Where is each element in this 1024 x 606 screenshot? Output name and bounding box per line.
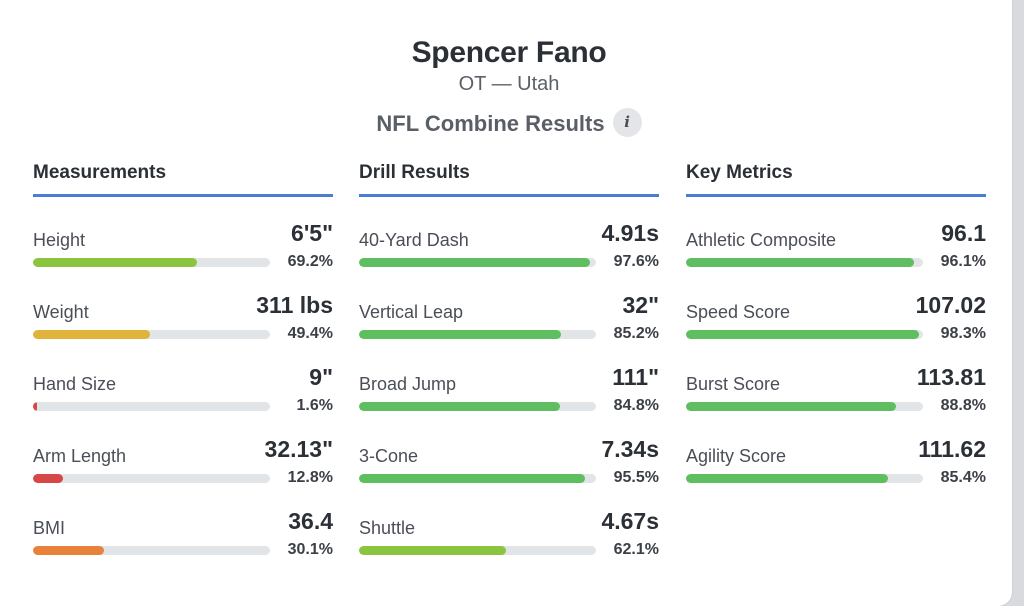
percentile-bar-fill [686,474,889,483]
percentile-bar-fill [686,258,914,267]
info-icon[interactable]: i [612,108,642,137]
section-header: NFL Combine Results i [0,108,1018,137]
percentile-value: 62.1% [613,541,659,558]
metric-row: Hand Size 9" 1.6% [33,364,333,424]
percentile-bar-fill [33,474,64,483]
percentile-bar-track [359,474,596,483]
metric-label: Arm Length [33,446,127,466]
player-position-school: OT — Utah [458,73,560,95]
metric-value: 111.62 [918,436,986,462]
percentile-bar-fill [359,258,591,267]
column-title: Drill Results [359,162,659,197]
metric-label: Agility Score [686,446,787,466]
metric-row: Height 6'5" 69.2% [33,220,333,280]
percentile-bar-fill [686,402,897,411]
metric-row: Weight 311 lbs 49.4% [33,292,333,352]
percentile-bar-track [359,402,596,411]
metric-label: Broad Jump [359,374,457,394]
metric-value: 113.81 [916,364,986,390]
percentile-value: 30.1% [287,541,333,558]
percentile-bar-track [359,330,596,339]
metric-label: 40-Yard Dash [359,230,469,250]
percentile-bar-track [33,402,270,411]
percentile-bar-fill [33,402,37,411]
metric-row: Agility Score 111.62 85.4% [686,436,986,496]
percentile-value: 1.6% [296,397,333,414]
metric-row: BMI 36.4 30.1% [33,508,333,568]
metric-row: Burst Score 113.81 88.8% [686,364,986,424]
metric-row: Athletic Composite 96.1 96.1% [686,220,986,280]
metric-label: Height [33,230,86,250]
percentile-bar-fill [359,402,560,411]
percentile-bar-fill [359,474,586,483]
percentile-value: 96.1% [940,253,986,270]
percentile-value: 12.8% [287,469,333,486]
metric-value: 311 lbs [256,292,333,318]
metric-label: Hand Size [33,374,117,394]
metric-value: 7.34s [601,436,659,462]
percentile-bar-track [359,258,596,267]
percentile-value: 85.4% [940,469,986,486]
metric-value: 36.4 [288,508,333,534]
metric-value: 4.67s [601,508,659,534]
percentile-bar-track [686,402,923,411]
column-title: Key Metrics [686,162,986,197]
section-title: NFL Combine Results [376,110,605,136]
metric-label: Vertical Leap [359,302,464,322]
column-measurements: Measurements Height 6'5" 69.2% Weight 311 lbs… [33,162,333,558]
metric-label: Shuttle [359,518,416,538]
percentile-value: 97.6% [613,253,659,270]
percentile-value: 98.3% [940,325,986,342]
metric-row: Speed Score 107.02 98.3% [686,292,986,352]
metric-row: Arm Length 32.13" 12.8% [33,436,333,496]
percentile-bar-track [686,330,923,339]
percentile-bar-track [33,258,270,267]
metric-value: 32.13" [264,436,333,462]
metric-row: 3-Cone 7.34s 95.5% [359,436,659,496]
percentile-bar-track [686,474,923,483]
percentile-value: 69.2% [287,253,333,270]
metric-value: 107.02 [915,292,986,318]
metric-value: 96.1 [941,220,986,246]
percentile-bar-fill [359,330,561,339]
percentile-value: 49.4% [287,325,333,342]
percentile-bar-track [33,546,270,555]
metric-row: 40-Yard Dash 4.91s 97.6% [359,220,659,280]
metric-value: 4.91s [601,220,659,246]
percentile-bar-fill [33,330,151,339]
percentile-bar-fill [33,258,197,267]
metric-value: 111" [612,364,659,390]
percentile-value: 88.8% [940,397,986,414]
metric-value: 32" [622,292,660,318]
percentile-bar-fill [686,330,919,339]
percentile-value: 95.5% [613,469,659,486]
metric-label: 3-Cone [359,446,419,466]
column-key-metrics: Key Metrics Athletic Composite 96.1 96.1% Sp… [686,162,986,486]
metric-row: Broad Jump 111" 84.8% [359,364,659,424]
metric-label: Burst Score [686,374,781,394]
metric-label: BMI [33,518,66,538]
column-title: Measurements [33,162,333,197]
percentile-bar-track [33,474,270,483]
player-name: Spencer Fano [411,36,607,69]
metric-label: Athletic Composite [686,230,837,250]
metric-value: 9" [309,364,333,390]
metric-value: 6'5" [291,220,333,246]
percentile-value: 85.2% [613,325,659,342]
percentile-bar-track [686,258,923,267]
metric-label: Speed Score [686,302,791,322]
column-drill-results: Drill Results 40-Yard Dash 4.91s 97.6% Verti… [359,162,659,558]
percentile-bar-track [359,546,596,555]
percentile-bar-track [33,330,270,339]
percentile-bar-fill [33,546,105,555]
metric-label: Weight [33,302,89,322]
metric-row: Vertical Leap 32" 85.2% [359,292,659,352]
percentile-value: 84.8% [613,397,659,414]
metric-row: Shuttle 4.67s 62.1% [359,508,659,568]
percentile-bar-fill [359,546,507,555]
